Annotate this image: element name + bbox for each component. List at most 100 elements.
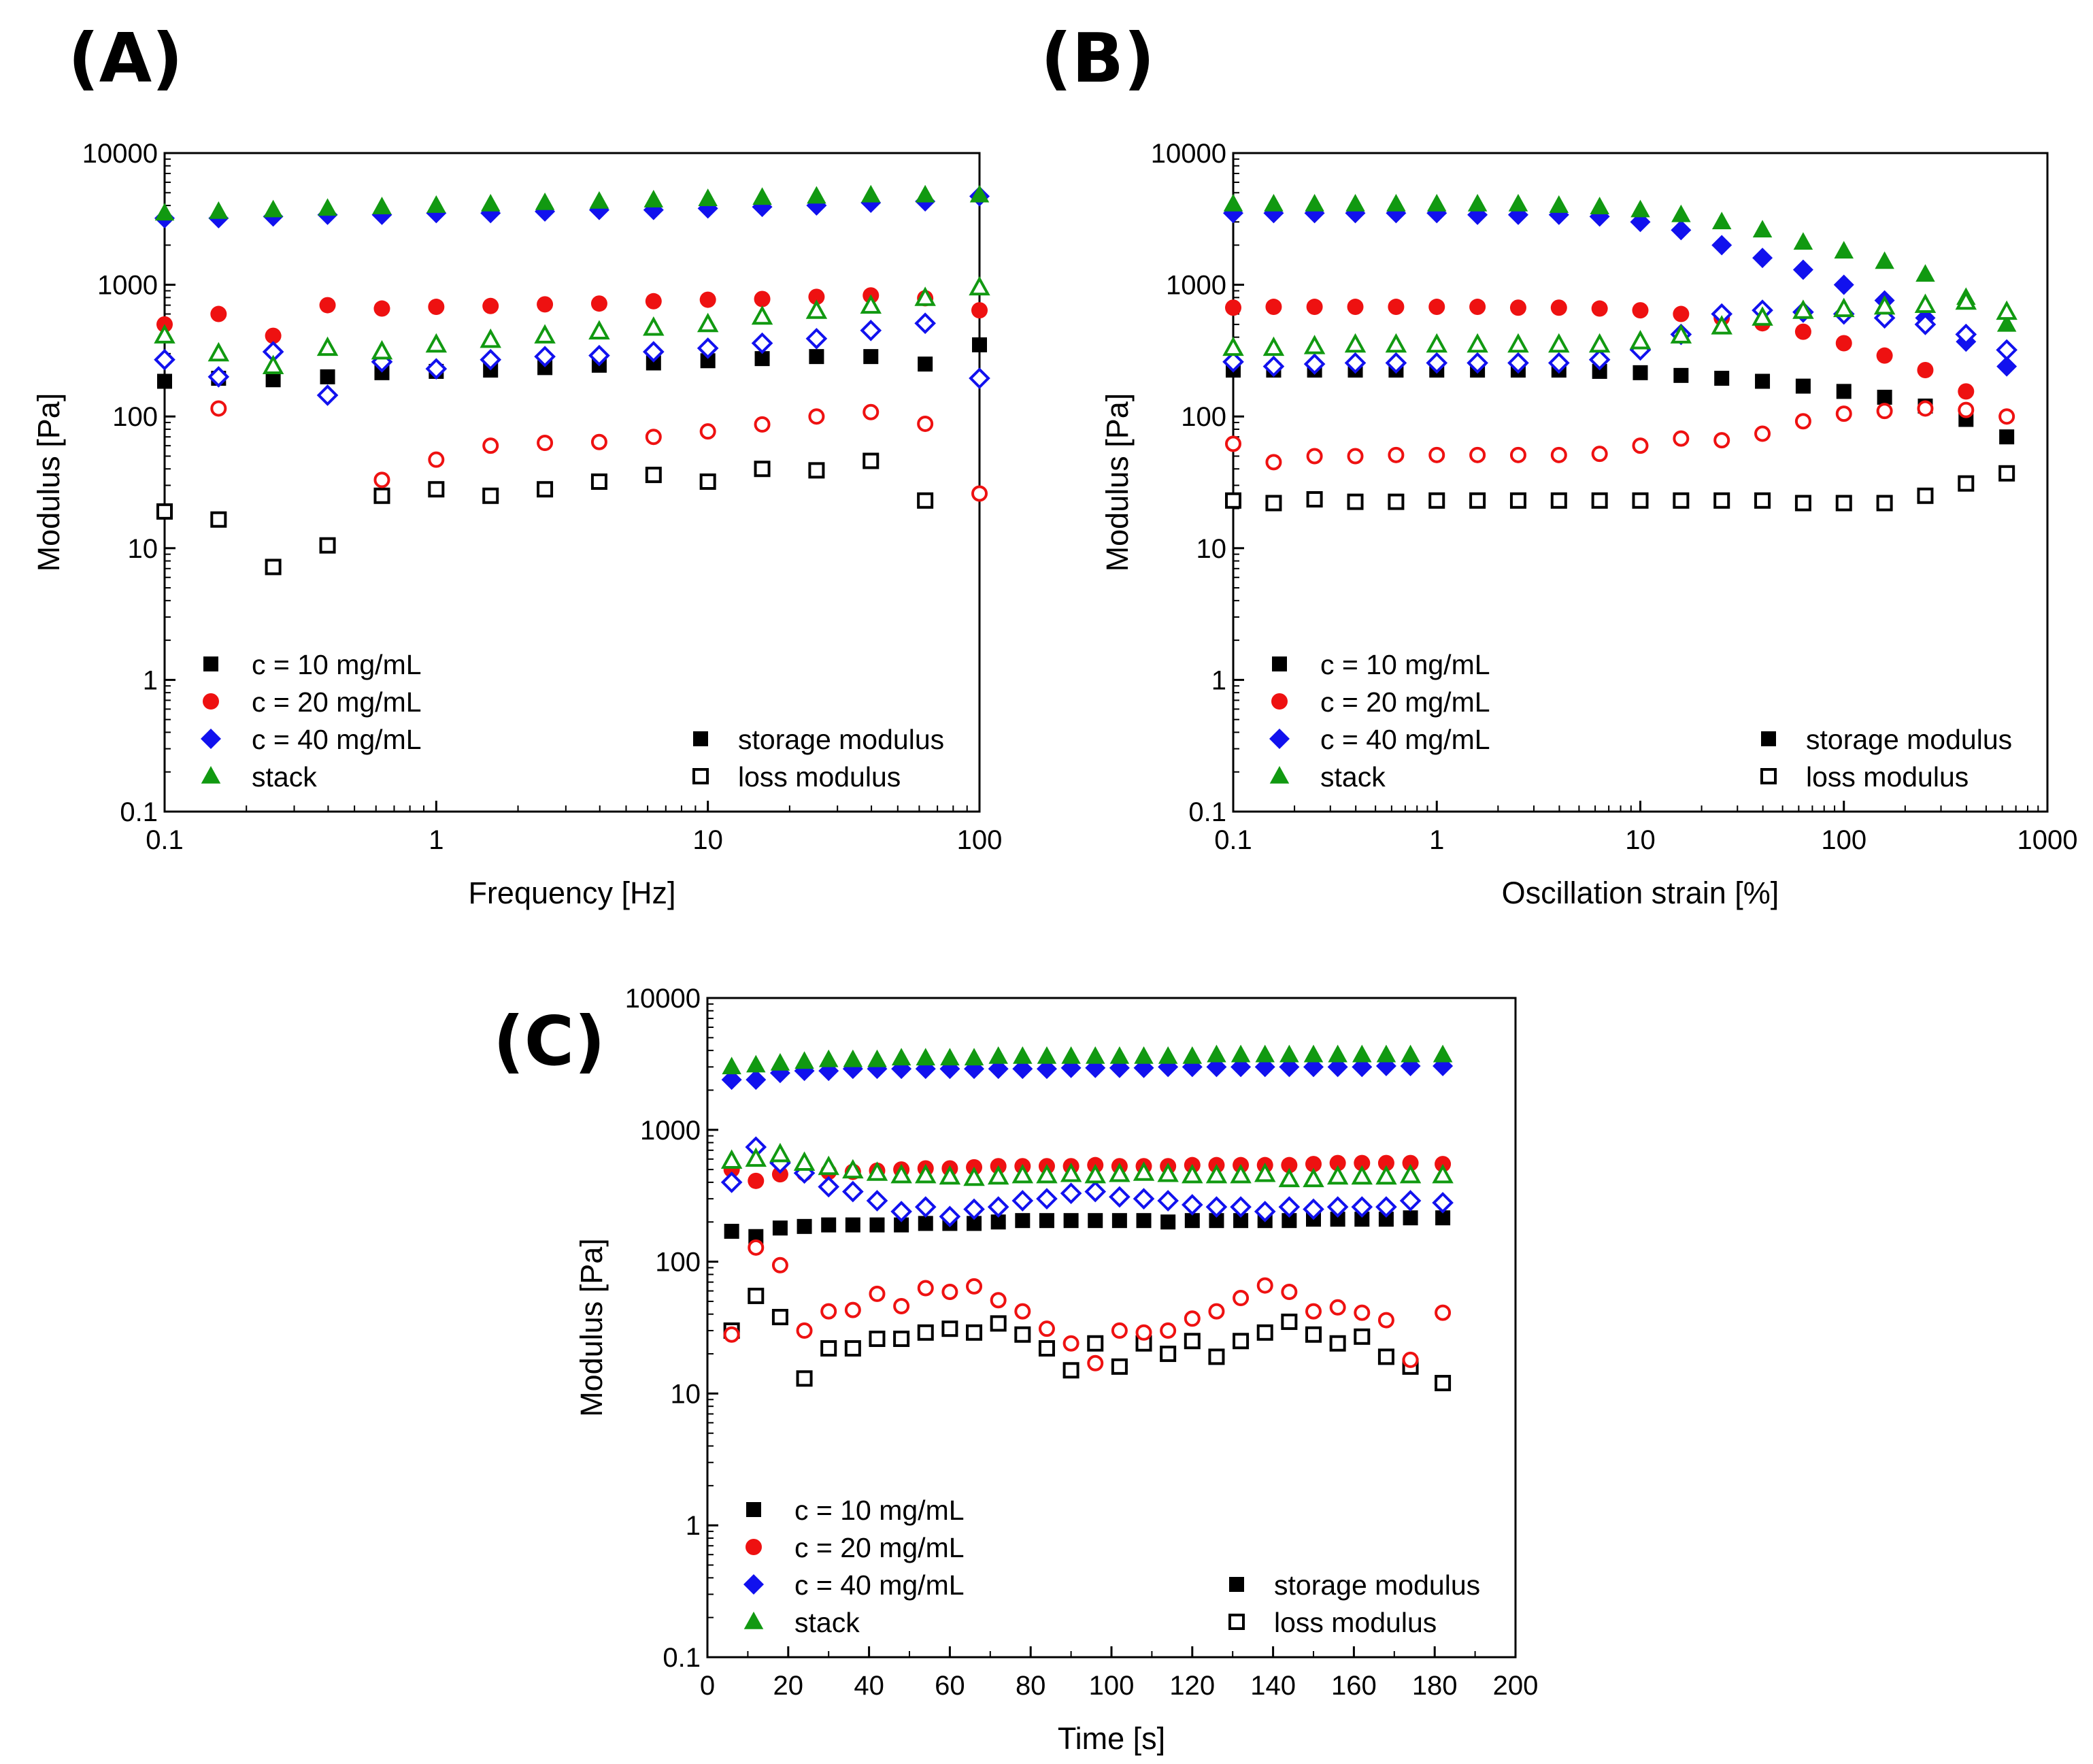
data-point: [1157, 1163, 1179, 1182]
data-point: [1014, 1303, 1031, 1320]
series-diamond-storage: [154, 186, 990, 229]
data-point: [590, 433, 607, 450]
data-point: [1347, 493, 1364, 510]
data-point: [1305, 1156, 1322, 1173]
data-point: [1230, 1163, 1252, 1184]
data-point: [1039, 1213, 1054, 1229]
data-point: [1385, 352, 1407, 374]
data-point: [1306, 299, 1323, 316]
legend-marker: [693, 731, 708, 746]
legend-marker: [1269, 766, 1290, 784]
data-point: [1305, 193, 1324, 212]
data-point: [1833, 297, 1855, 318]
data-point: [1469, 446, 1486, 463]
data-point: [869, 1217, 885, 1233]
y-tick-label: 1: [1211, 665, 1226, 695]
data-point: [1711, 315, 1732, 335]
legend-marker: [201, 729, 221, 749]
data-point: [1432, 1192, 1454, 1214]
data-point: [751, 305, 773, 325]
data-point: [1671, 204, 1691, 222]
data-point: [990, 1214, 1006, 1230]
data-point: [969, 367, 990, 389]
data-point: [939, 1165, 961, 1185]
data-point: [1998, 465, 2015, 482]
data-point: [1795, 378, 1811, 394]
series-square-loss: [156, 452, 934, 576]
data-point: [1550, 446, 1567, 463]
data-point: [697, 337, 719, 359]
legend-label: c = 20 mg/mL: [252, 686, 422, 718]
data-point: [1305, 1326, 1322, 1343]
legend-marker: [1229, 1577, 1244, 1592]
data-point: [966, 1278, 983, 1295]
data-point: [990, 1292, 1007, 1309]
data-point: [1754, 492, 1771, 509]
chart-panel-c: (C) 0.1 1 10 100 1000 10000 0 20 40 60 80 100 120 140 1…: [493, 984, 1538, 1756]
data-point: [1328, 1044, 1347, 1063]
data-point: [1344, 352, 1367, 374]
x-tick-label: 1: [429, 825, 443, 855]
data-point: [697, 312, 719, 333]
data-point: [428, 299, 445, 316]
panel-label: (C): [493, 1001, 605, 1081]
data-point: [1588, 348, 1611, 371]
x-tick-label: 100: [1089, 1671, 1135, 1701]
data-point: [805, 327, 828, 350]
data-point: [1230, 1196, 1252, 1218]
data-point: [1182, 1163, 1203, 1184]
data-point: [1136, 1213, 1152, 1229]
data-point: [893, 1297, 910, 1314]
chart-panel-a: (A) 0.1 1 10 100 1000 10000 0.1 1 10 100 Frequency …: [31, 18, 1002, 910]
data-point: [373, 471, 390, 488]
data-point: [1303, 1044, 1324, 1063]
data-point: [1160, 1346, 1177, 1363]
data-point: [1427, 193, 1447, 212]
series-diamond-loss: [1222, 299, 2017, 378]
data-point: [537, 296, 554, 313]
data-point: [1233, 1290, 1250, 1307]
data-point: [1158, 1046, 1178, 1064]
data-point: [1833, 274, 1854, 295]
data-point: [1630, 199, 1650, 218]
legend-label: storage modulus: [1274, 1569, 1480, 1601]
data-point: [972, 337, 987, 352]
data-point: [1673, 305, 1690, 322]
data-point: [866, 1190, 888, 1212]
data-point: [1754, 425, 1771, 442]
series-square-storage: [1226, 363, 2015, 445]
data-point: [373, 300, 390, 317]
data-point: [371, 339, 393, 360]
data-point: [1205, 1163, 1228, 1184]
data-point: [794, 1051, 814, 1069]
legend-marker: [746, 1502, 761, 1517]
series-triangle-loss: [720, 1142, 1454, 1188]
data-point: [1182, 1046, 1203, 1064]
data-point: [1996, 314, 2017, 332]
data-point: [1375, 1165, 1397, 1185]
data-point: [1282, 1213, 1297, 1229]
data-point: [1385, 333, 1407, 353]
data-point: [425, 358, 448, 380]
data-point: [1303, 353, 1326, 375]
x-tick-label: 10: [692, 825, 723, 855]
data-point: [1223, 193, 1243, 212]
data-point: [1752, 248, 1773, 269]
data-point: [1435, 1375, 1452, 1392]
data-point: [1256, 1277, 1273, 1294]
data-point: [1713, 492, 1730, 509]
data-point: [590, 473, 607, 490]
data-point: [1354, 1304, 1371, 1321]
legend-marker: [1761, 731, 1776, 746]
data-point: [1062, 1335, 1079, 1352]
data-point: [915, 184, 935, 203]
data-point: [808, 408, 825, 425]
data-point: [754, 290, 771, 307]
y-tick-label: 0.1: [663, 1643, 701, 1673]
data-point: [720, 1149, 743, 1169]
data-point: [1509, 446, 1526, 463]
data-point: [914, 286, 936, 306]
data-point: [262, 354, 284, 374]
data-point: [1038, 1320, 1055, 1337]
x-tick-label: 120: [1169, 1671, 1215, 1701]
